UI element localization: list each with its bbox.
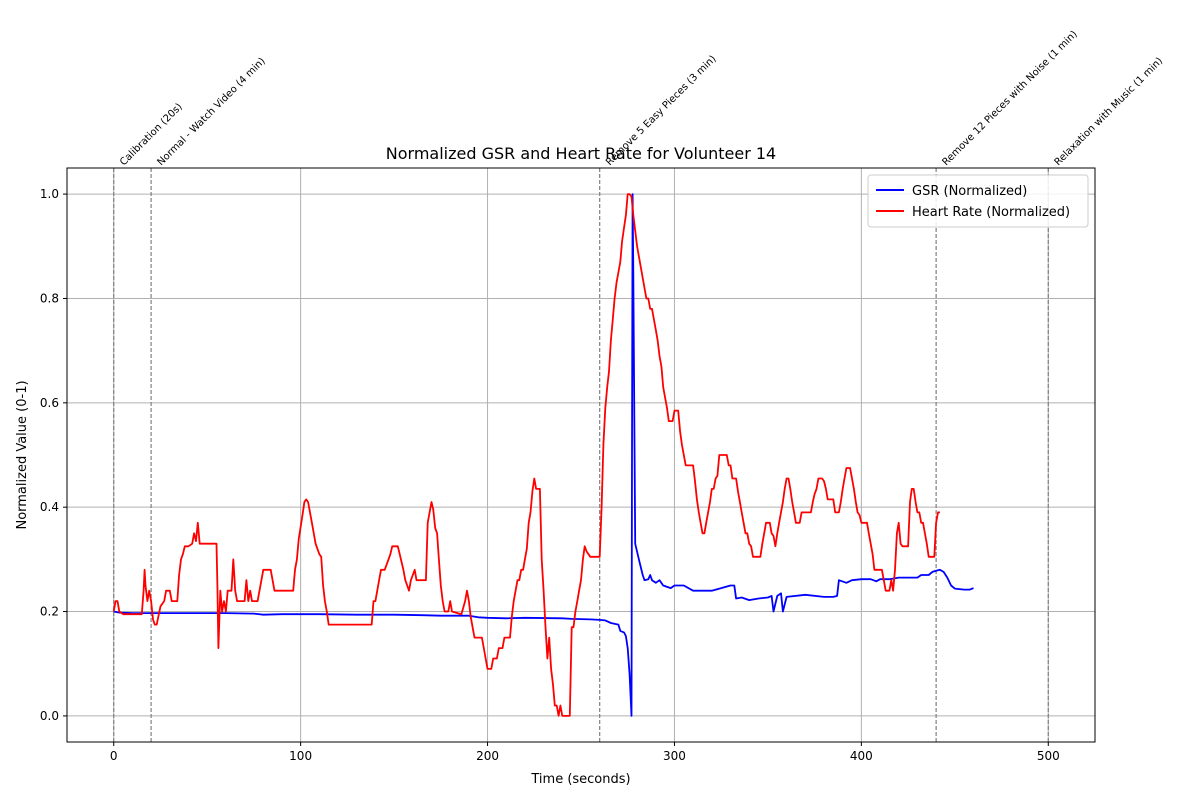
x-tick-label: 300 — [663, 749, 686, 763]
y-axis-ticks: 0.0 0.2 0.4 0.6 0.8 1.0 — [40, 187, 67, 723]
y-tick-label: 0.6 — [40, 396, 59, 410]
legend-entry: Heart Rate (Normalized) — [912, 205, 1070, 220]
legend-entry: GSR (Normalized) — [912, 184, 1027, 199]
y-axis-label: Normalized Value (0-1) — [15, 380, 30, 529]
legend: GSR (Normalized) Heart Rate (Normalized) — [867, 174, 1089, 228]
series-line-gsr — [113, 193, 974, 717]
x-tick-label: 100 — [289, 749, 312, 763]
y-tick-label: 0.0 — [40, 709, 59, 723]
x-tick-label: 200 — [476, 749, 499, 763]
phase-marker-label: Relaxation with Music (1 min) — [1053, 56, 1166, 169]
x-axis-ticks: 0 100 200 300 400 500 — [110, 742, 1060, 763]
x-tick-label: 0 — [110, 749, 118, 763]
grid-lines — [67, 168, 1095, 742]
x-axis-label: Time (seconds) — [530, 772, 630, 787]
y-tick-label: 0.8 — [40, 291, 59, 305]
legend-box — [867, 174, 1089, 228]
chart-title: Normalized GSR and Heart Rate for Volunt… — [386, 144, 776, 163]
y-tick-label: 0.4 — [40, 500, 59, 514]
series-line-heart-rate — [112, 193, 940, 717]
series-lines — [112, 193, 974, 717]
y-tick-label: 0.2 — [40, 605, 59, 619]
plot-frame — [66, 167, 1096, 743]
phase-markers: Calibration (20s)Normal - Watch Video (4… — [113, 29, 1166, 742]
phase-marker-label: Calibration (20s) — [118, 101, 185, 168]
y-tick-label: 1.0 — [40, 187, 59, 201]
x-tick-label: 500 — [1037, 749, 1060, 763]
x-tick-label: 400 — [850, 749, 873, 763]
phase-marker-label: Remove 12 Pieces with Noise (1 min) — [940, 29, 1079, 168]
